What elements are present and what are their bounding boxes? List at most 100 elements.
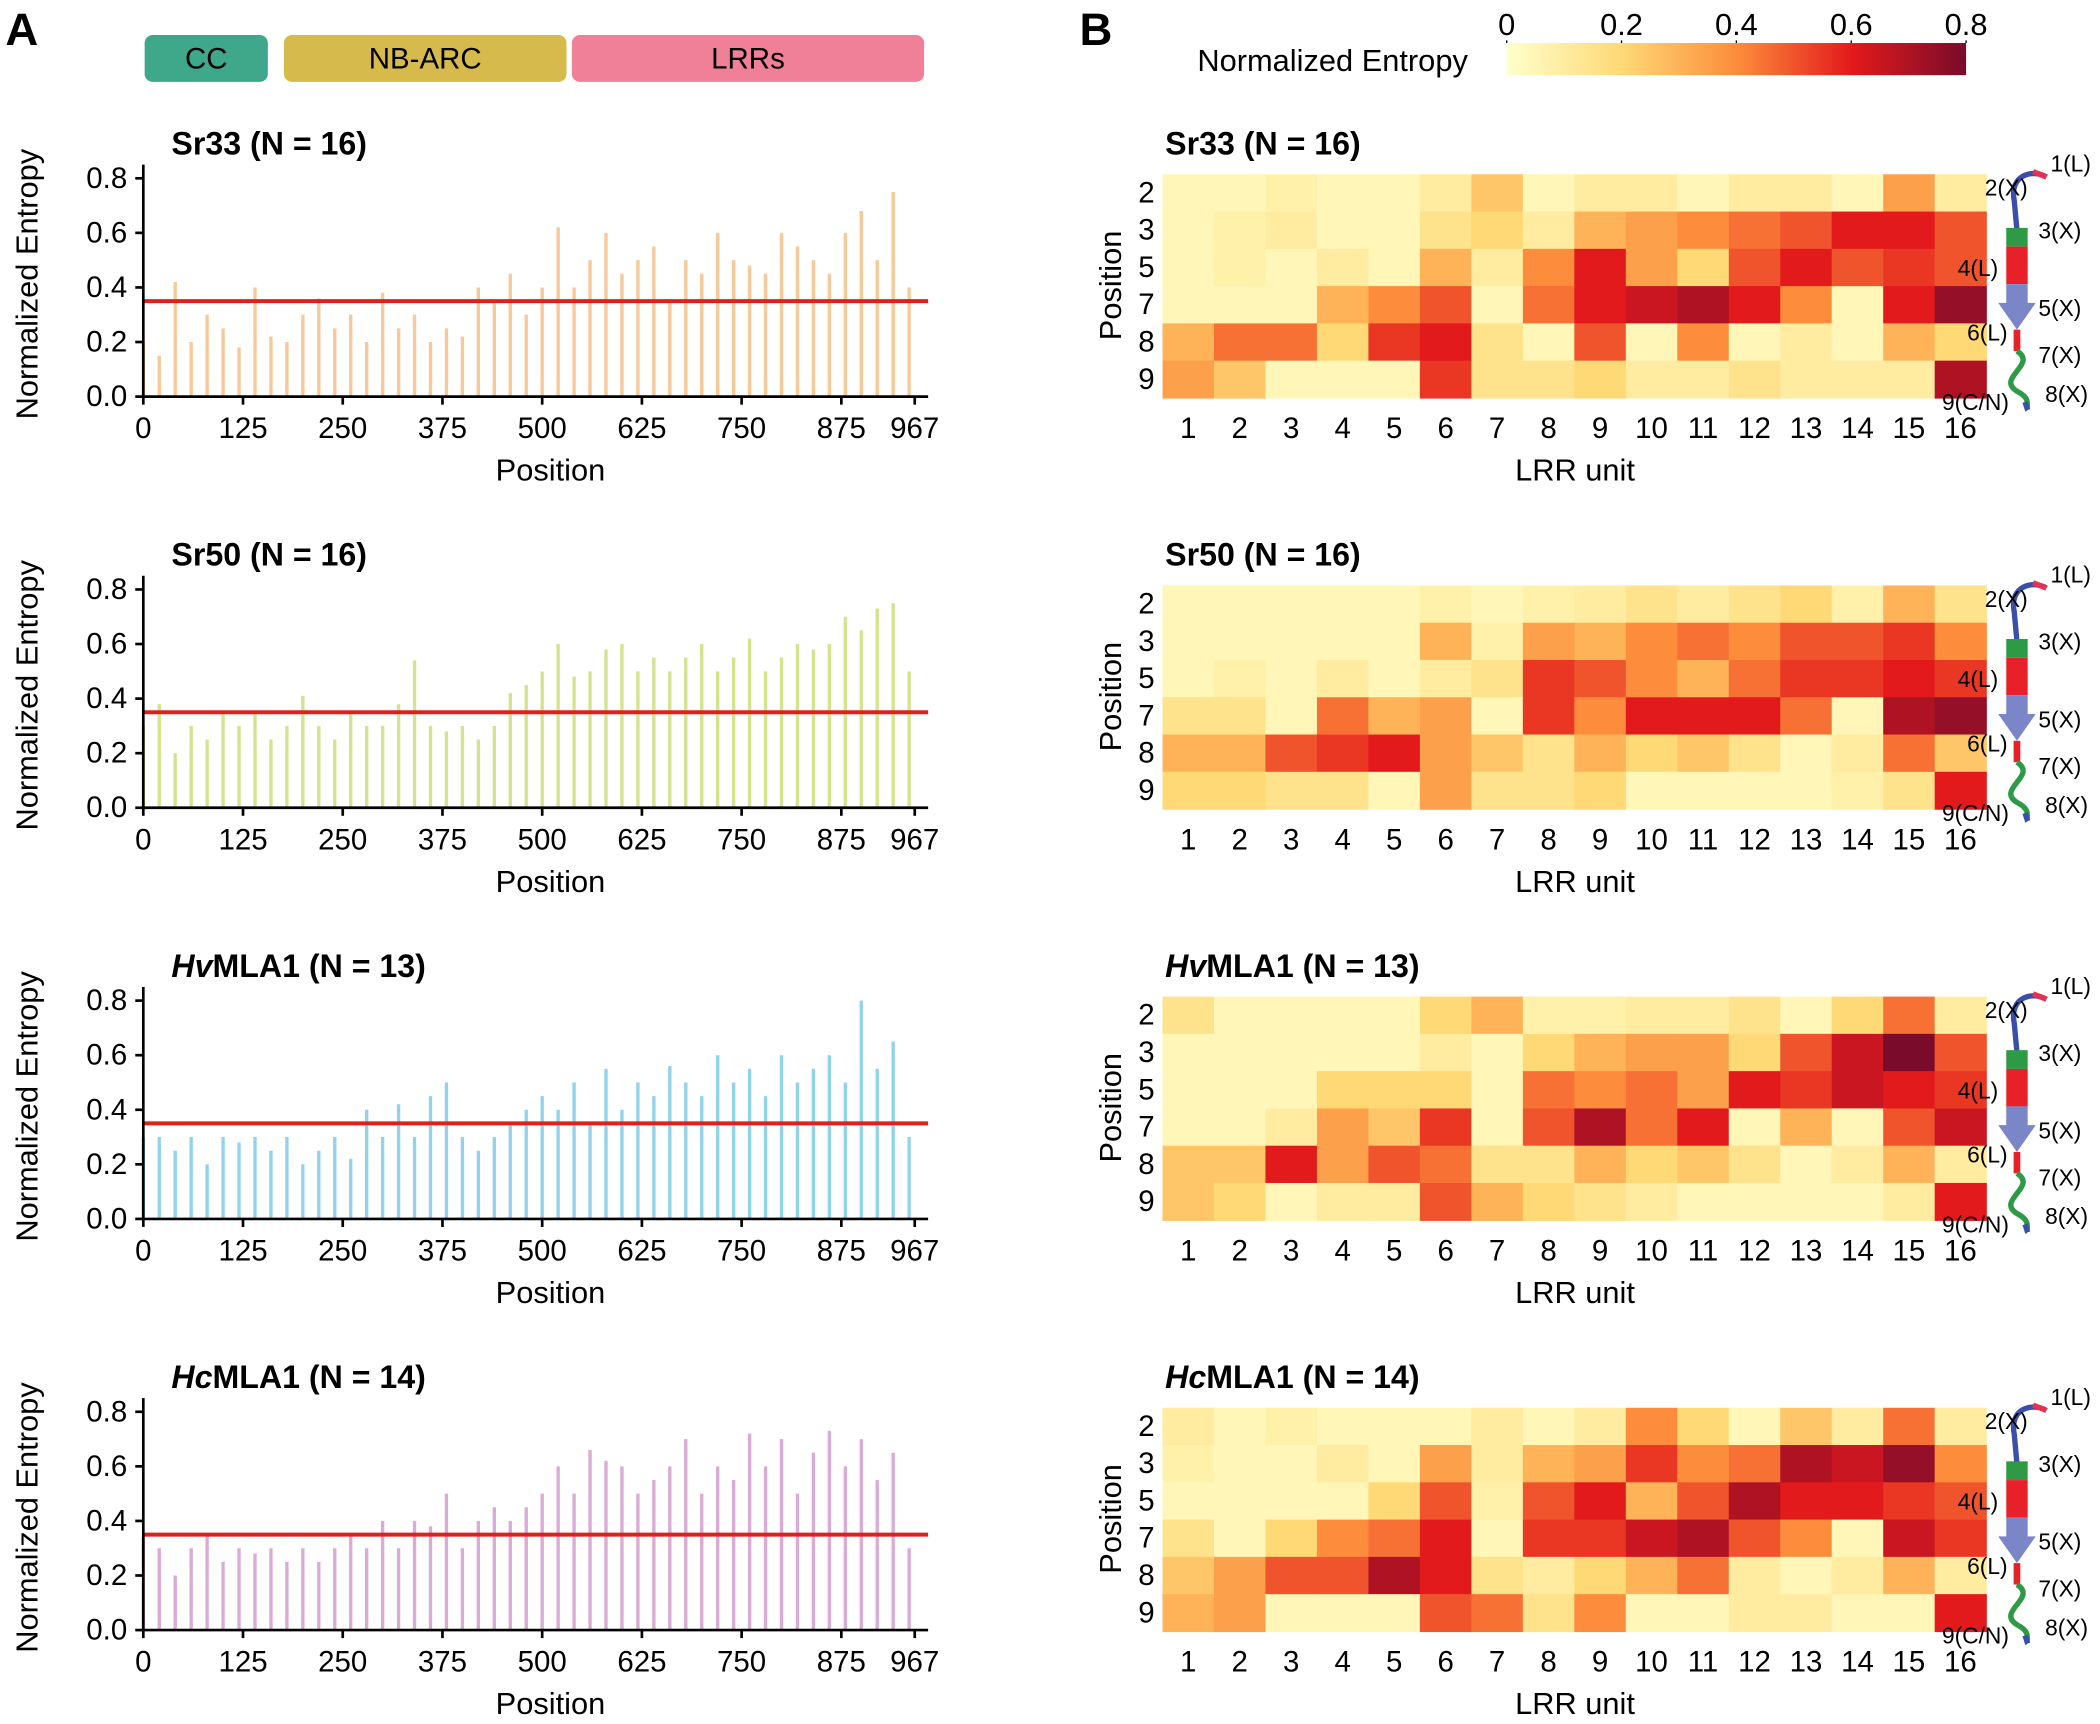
heatmap-cell: [1213, 996, 1267, 1035]
diagram-red: [2006, 246, 2028, 285]
heatmap-cell: [1934, 734, 1987, 773]
x-tick-label: 4: [1334, 823, 1350, 856]
heatmap-cell: [1162, 622, 1215, 661]
heatmap-cell: [1419, 1445, 1473, 1483]
heatmap-cell: [1780, 1556, 1833, 1595]
heatmap-cell: [1522, 1445, 1575, 1483]
heatmap-cell: [1213, 734, 1267, 773]
heatmap-cell: [1780, 771, 1833, 810]
heatmap-cell: [1728, 1145, 1781, 1184]
heatmap-cell: [1213, 174, 1267, 213]
heatmap-cell: [1162, 323, 1215, 362]
heatmap-cell: [1522, 1482, 1575, 1521]
heatmap-cell: [1677, 1407, 1730, 1446]
heatmap-cell: [1831, 697, 1884, 736]
y-axis-label: Normalized Entropy: [9, 559, 44, 830]
x-tick-label: 375: [418, 1646, 467, 1679]
heatmap-cell: [1213, 1182, 1267, 1221]
heatmap-cell: [1265, 1445, 1318, 1483]
x-tick-label: 3: [1283, 412, 1299, 445]
domain-label: NB-ARC: [369, 43, 482, 76]
heatmap-cell: [1883, 286, 1936, 325]
x-tick-label: 967: [890, 1235, 939, 1268]
heatmap-cell: [1471, 1482, 1524, 1521]
heatmap-cell: [1574, 1594, 1627, 1633]
heatmap-cell: [1883, 211, 1936, 250]
heatmap-cell: [1831, 1108, 1884, 1147]
y-tick-label: 5: [1138, 1073, 1154, 1106]
heatmap-cell: [1368, 286, 1421, 325]
x-tick-label: 5: [1386, 1646, 1402, 1679]
x-tick-label: 875: [817, 1235, 866, 1268]
heatmap-cell: [1883, 1407, 1936, 1446]
heatmap-cell: [1316, 1033, 1370, 1072]
chart-title: Sr50 (N = 16): [171, 537, 367, 573]
lrr-diagram: 1(L) 2(X) 3(X) 4(L) 5(X) 6(L) 7(X) 8(X) 9(C/N): [1942, 973, 2091, 1237]
y-tick-label: 0.2: [86, 1559, 127, 1592]
heatmap-cell: [1934, 1108, 1987, 1147]
heatmap-cell: [1213, 1519, 1267, 1558]
heatmap-cell: [1368, 659, 1421, 698]
diagram-label: 1(L): [2050, 562, 2090, 588]
heatmap-cell: [1625, 771, 1678, 810]
heatmap-cell: [1780, 585, 1833, 624]
heatmap-cell: [1574, 286, 1627, 325]
lrr-diagram: 1(L) 2(X) 3(X) 4(L) 5(X) 6(L) 7(X) 8(X) 9(C/N): [1942, 151, 2091, 415]
heatmap-cell: [1162, 248, 1215, 287]
heatmap-cell: [1316, 659, 1370, 698]
heatmap-cell: [1522, 323, 1575, 362]
heatmap-cell: [1368, 622, 1421, 661]
heatmap-cell: [1934, 1594, 1987, 1633]
heatmap-cell: [1934, 248, 1987, 287]
heatmap-cell: [1522, 622, 1575, 661]
diagram-loop-red: [2032, 1402, 2048, 1413]
heatmap-cell: [1574, 771, 1627, 810]
heatmap-cell: [1162, 1407, 1215, 1446]
heatmap-cell: [1574, 174, 1627, 213]
heatmap-cell: [1728, 996, 1781, 1035]
x-tick-label: 625: [617, 823, 666, 856]
heatmap-cell: [1368, 1445, 1421, 1483]
heatmap-cell: [1883, 1108, 1936, 1147]
diagram-label: 9(C/N): [1942, 389, 2009, 415]
heatmap-cell: [1883, 697, 1936, 736]
diagram-label: 4(L): [1958, 1489, 1998, 1515]
heatmap-cell: [1368, 1033, 1421, 1072]
heatmap-cell: [1316, 1407, 1370, 1446]
heatmap-cell: [1677, 659, 1730, 698]
heatmap-cell: [1574, 734, 1627, 773]
y-tick-label: 0.2: [86, 1148, 127, 1181]
heatmap-cell: [1265, 1594, 1318, 1633]
y-axis-label: Normalized Entropy: [9, 148, 44, 419]
heatmap-cell: [1780, 211, 1833, 250]
diagram-label: 9(C/N): [1942, 1211, 2009, 1237]
diagram-label: 9(C/N): [1942, 800, 2009, 826]
diagram-label: 9(C/N): [1942, 1622, 2009, 1648]
y-tick-label: 7: [1138, 699, 1154, 732]
heatmap-cell: [1728, 286, 1781, 325]
heatmap-cell: [1574, 1182, 1627, 1221]
heatmap-cell: [1522, 697, 1575, 736]
heatmap-cell: [1831, 1445, 1884, 1483]
colorbar-tick-label: 0.4: [1715, 7, 1758, 42]
heatmap-cell: [1471, 697, 1524, 736]
colorbar-tick-label: 0.6: [1830, 7, 1873, 42]
x-axis-label: Position: [496, 1686, 606, 1721]
domain-box: [144, 34, 268, 82]
y-tick-label: 5: [1138, 1484, 1154, 1517]
heatmap-cell: [1883, 1519, 1936, 1558]
diagram-label: 3(X): [2038, 218, 2081, 244]
heatmap-cell: [1213, 1445, 1267, 1483]
colorbar-tick-label: 0: [1498, 7, 1515, 42]
colorbar-tick-label: 0.2: [1600, 7, 1643, 42]
diagram-arrow: [1998, 284, 2036, 330]
heatmap-cell: [1419, 622, 1473, 661]
heatmap-cell: [1574, 1071, 1627, 1110]
heatmap-cell: [1677, 1145, 1730, 1184]
heatmap-cell: [1162, 360, 1215, 399]
heatmap-cell: [1574, 1556, 1627, 1595]
y-tick-label: 0.0: [86, 380, 127, 413]
x-axis-label: LRR unit: [1515, 453, 1635, 488]
diagram-loop-red: [2032, 169, 2048, 180]
heatmap-cell: [1677, 286, 1730, 325]
